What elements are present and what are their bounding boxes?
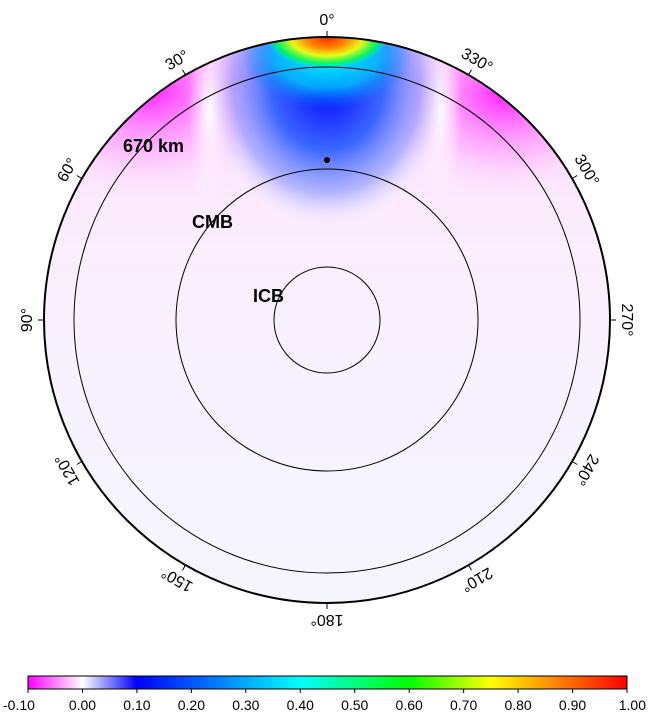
colorbar-tick-label: 0.20 [178,697,205,713]
angle-label-60: 60° [54,156,81,185]
angle-tick-60 [76,175,83,179]
boundary-670km-circle [73,66,581,574]
colorbar-tick-label: 0.90 [559,697,586,713]
colorbar-tick-label: 0.00 [69,697,96,713]
source-marker [324,157,330,163]
angle-label-180: 180° [310,611,343,628]
angle-tick-210 [468,564,472,571]
label-icb: ICB [253,286,284,306]
angle-tick-30 [182,69,186,76]
angle-tick-120 [76,461,83,465]
angle-tick-330 [468,69,472,76]
label-cmb: CMB [192,212,233,232]
angle-label-0: 0° [319,12,334,29]
colorbar-tick-label: 0.40 [287,697,314,713]
colorbar-tick-label: 0.60 [396,697,423,713]
colorbar-bar [27,675,628,690]
angle-label-30: 30° [163,47,192,74]
colorbar-tick-label: 0.50 [341,697,368,713]
colorbar-tick-label: 0.70 [450,697,477,713]
colorbar-tick-label: 0.30 [232,697,259,713]
colorbar-tick-label: 0.10 [123,697,150,713]
colorbar-tick-label: 0.80 [504,697,531,713]
icb-circle [273,266,381,374]
colorbar-ticks: -0.10 0.00 0.10 0.20 0.30 0.40 0.50 0.60 0.70 0.8… [3,689,646,713]
angle-tick-300 [571,175,578,179]
angle-tick-240 [571,461,578,465]
colorbar-tick-label: 1.00 [619,697,646,713]
angle-label-90: 90° [19,308,36,332]
angle-tick-150 [182,564,186,571]
colorbar: -0.10 0.00 0.10 0.20 0.30 0.40 0.50 0.60 0.70 0.8… [3,675,646,713]
angle-label-270: 270° [618,303,635,336]
label-670km: 670 km [123,136,184,156]
cmb-circle [175,168,479,472]
colorbar-tick-label: -0.10 [3,697,35,713]
